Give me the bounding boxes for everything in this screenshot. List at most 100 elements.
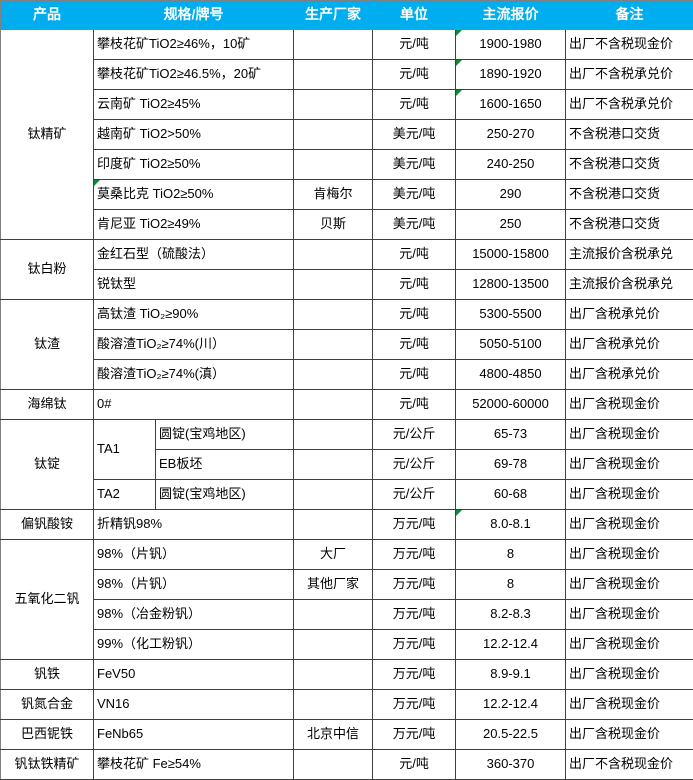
manufacturer-cell	[294, 30, 373, 60]
spec-cell: 攀枝花矿 Fe≥54%	[94, 750, 294, 780]
spec-cell: 折精钒98%	[94, 510, 294, 540]
unit-cell: 元/吨	[373, 750, 456, 780]
remark-cell: 主流报价含税承兑	[566, 270, 693, 300]
price-cell: 8.2-8.3	[456, 600, 566, 630]
manufacturer-cell: 北京中信	[294, 720, 373, 750]
manufacturer-cell	[294, 750, 373, 780]
spec-cell: 攀枝花矿TiO2≥46.5%，20矿	[94, 60, 294, 90]
unit-cell: 元/吨	[373, 360, 456, 390]
spec-cell: 印度矿 TiO2≥50%	[94, 150, 294, 180]
remark-cell: 出厂含税承兑价	[566, 300, 693, 330]
subspec-cell: EB板坯	[156, 450, 294, 480]
unit-cell: 美元/吨	[373, 150, 456, 180]
remark-cell: 出厂不含税现金价	[566, 30, 693, 60]
price-cell: 240-250	[456, 150, 566, 180]
price-cell: 12.2-12.4	[456, 630, 566, 660]
manufacturer-cell	[294, 270, 373, 300]
manufacturer-cell	[294, 510, 373, 540]
remark-cell: 不含税港口交货	[566, 210, 693, 240]
manufacturer-cell	[294, 60, 373, 90]
spec-cell: 0#	[94, 390, 294, 420]
spec-cell: FeNb65	[94, 720, 294, 750]
product-cell: 巴西铌铁	[1, 720, 94, 750]
price-cell: 5050-5100	[456, 330, 566, 360]
price-cell: 8.0-8.1	[456, 510, 566, 540]
unit-cell: 万元/吨	[373, 660, 456, 690]
product-cell: 钛精矿	[1, 30, 94, 240]
unit-cell: 美元/吨	[373, 210, 456, 240]
spec-cell: 99%（化工粉钒）	[94, 630, 294, 660]
price-cell: 1900-1980	[456, 30, 566, 60]
table-header: 产品 规格/牌号 生产厂家 单位 主流报价 备注	[1, 1, 693, 30]
manufacturer-cell	[294, 330, 373, 360]
col-product: 产品	[1, 1, 94, 30]
unit-cell: 元/吨	[373, 390, 456, 420]
manufacturer-cell: 贝斯	[294, 210, 373, 240]
unit-cell: 元/吨	[373, 300, 456, 330]
price-cell: 12.2-12.4	[456, 690, 566, 720]
product-cell: 钛白粉	[1, 240, 94, 300]
price-cell: 20.5-22.5	[456, 720, 566, 750]
product-cell: 钛渣	[1, 300, 94, 390]
spec-cell: 金红石型（硫酸法）	[94, 240, 294, 270]
manufacturer-cell: 大厂	[294, 540, 373, 570]
price-cell: 8	[456, 570, 566, 600]
remark-cell: 出厂不含税现金价	[566, 750, 693, 780]
spec-cell: FeV50	[94, 660, 294, 690]
remark-cell: 出厂不含税承兑价	[566, 90, 693, 120]
price-cell: 60-68	[456, 480, 566, 510]
spec-cell: 酸溶渣TiO₂≥74%(滇）	[94, 360, 294, 390]
unit-cell: 元/吨	[373, 90, 456, 120]
spec-cell: 肯尼亚 TiO2≥49%	[94, 210, 294, 240]
product-cell: 海绵钛	[1, 390, 94, 420]
manufacturer-cell	[294, 300, 373, 330]
remark-cell: 出厂含税现金价	[566, 660, 693, 690]
unit-cell: 万元/吨	[373, 720, 456, 750]
price-cell: 69-78	[456, 450, 566, 480]
remark-cell: 出厂含税现金价	[566, 540, 693, 570]
price-cell: 8.9-9.1	[456, 660, 566, 690]
remark-cell: 不含税港口交货	[566, 150, 693, 180]
remark-cell: 出厂含税现金价	[566, 600, 693, 630]
spec-cell: 高钛渣 TiO₂≥90%	[94, 300, 294, 330]
remark-cell: 主流报价含税承兑	[566, 240, 693, 270]
product-cell: 钛锭	[1, 420, 94, 510]
manufacturer-cell	[294, 690, 373, 720]
price-cell: 5300-5500	[456, 300, 566, 330]
unit-cell: 万元/吨	[373, 600, 456, 630]
spec-cell: 越南矿 TiO2>50%	[94, 120, 294, 150]
spec-cell: VN16	[94, 690, 294, 720]
unit-cell: 万元/吨	[373, 630, 456, 660]
unit-cell: 元/公斤	[373, 420, 456, 450]
product-cell: 钒铁	[1, 660, 94, 690]
product-cell: 五氧化二钒	[1, 540, 94, 660]
grade-cell: TA2	[94, 480, 156, 510]
unit-cell: 万元/吨	[373, 570, 456, 600]
manufacturer-cell	[294, 480, 373, 510]
remark-cell: 不含税港口交货	[566, 120, 693, 150]
manufacturer-cell	[294, 360, 373, 390]
spec-cell: 98%（片钒）	[94, 570, 294, 600]
col-remark: 备注	[566, 1, 693, 30]
col-manufacturer: 生产厂家	[294, 1, 373, 30]
grade-cell: TA1	[94, 420, 156, 480]
remark-cell: 出厂含税现金价	[566, 510, 693, 540]
remark-cell: 出厂不含税承兑价	[566, 60, 693, 90]
